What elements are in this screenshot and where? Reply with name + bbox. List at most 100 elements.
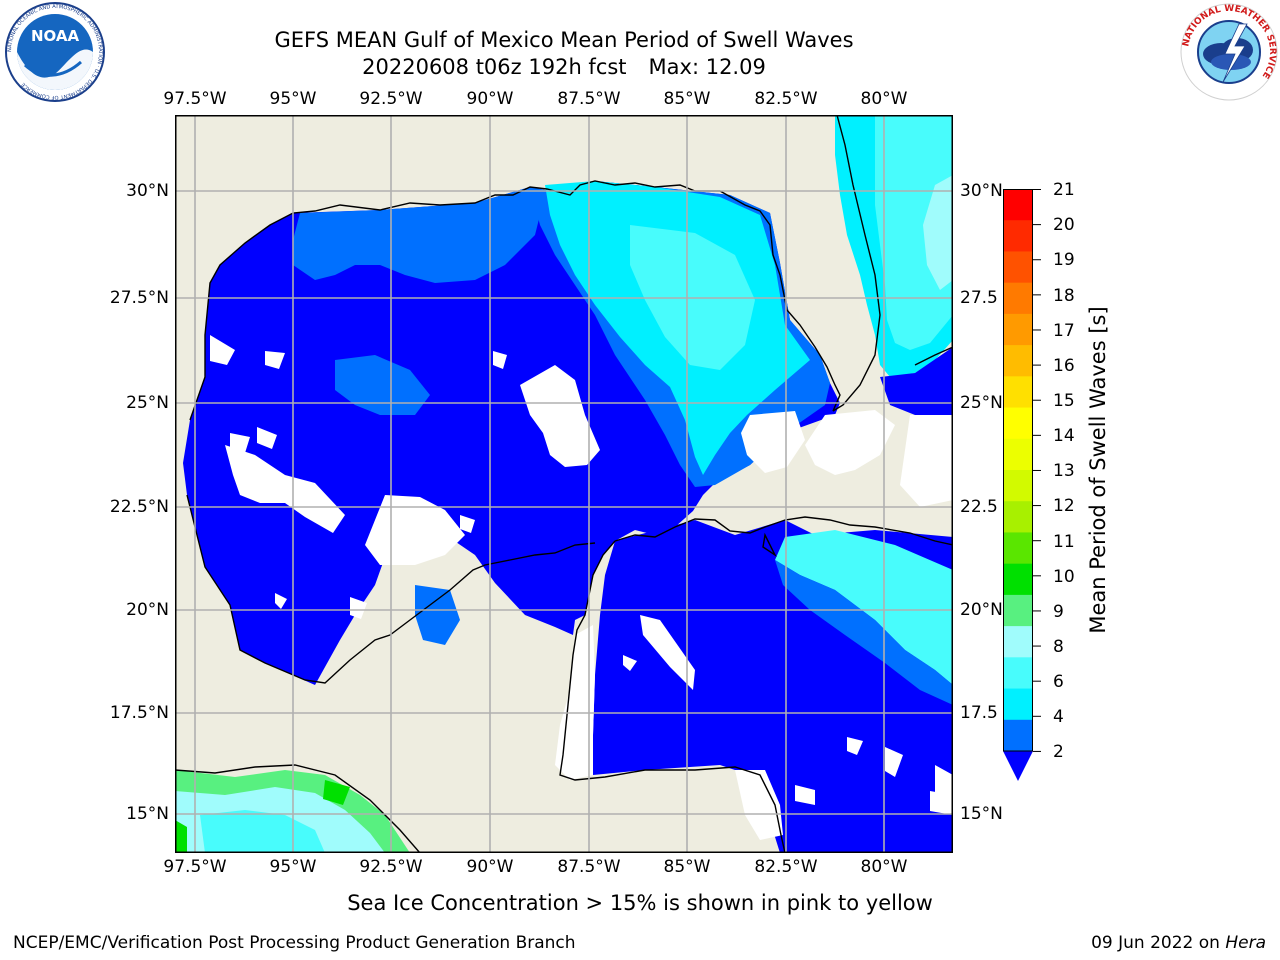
map-border [175,115,953,853]
colorbar-label: 17 [1053,321,1075,341]
lon-tick-top: 97.5°W [163,89,227,109]
bay-of-campeche-4s-patch [415,585,460,645]
colorbar-label: 14 [1053,426,1075,446]
map-title: GEFS MEAN Gulf of Mexico Mean Period of … [274,28,854,52]
colorbar-ticks [1033,189,1041,752]
lat-tick-right: 22.5 [960,497,998,517]
lon-tick-top: 87.5°W [557,89,621,109]
lat-tick-left: 25°N [126,393,169,413]
colorbar-label: 10 [1053,567,1075,587]
colorbar-label: 12 [1053,496,1075,516]
colorbar-label: 18 [1053,286,1075,306]
colorbar-band [1003,282,1033,315]
caribbean-4s-band [775,560,953,705]
colorbar-label: 4 [1053,707,1064,727]
colorbar-label: 8 [1053,637,1064,657]
producer-credit: NCEP/EMC/Verification Post Processing Pr… [13,933,576,953]
graticule [175,115,953,853]
machine-name: Hera [1225,933,1266,953]
colorbar-label: 21 [1053,180,1075,200]
atlantic-4s-edge [880,347,953,415]
lon-tick-bottom: 90°W [466,857,514,877]
atlantic-florida-8s-field [875,115,953,350]
lat-tick-left: 20°N [126,600,169,620]
colorbar-band [1003,407,1033,440]
colorbar-band [1003,220,1033,252]
lon-tick-bottom: 80°W [860,857,908,877]
central-gulf-4s-patch [335,355,430,415]
lon-tick-bottom: 85°W [663,857,711,877]
caribbean-6s-band [775,530,953,685]
nodata-small-islands-west [210,335,285,453]
generation-on-word: on [1198,933,1220,953]
lat-tick-right: 30°N [960,181,1003,201]
generation-stamp: 09 Jun 2022 on Hera [1091,933,1266,953]
colorbar-band [1003,345,1033,377]
colorbar-label: 19 [1053,250,1075,270]
lon-tick-top: 92.5°W [359,89,423,109]
atlantic-9s-patch [923,175,953,290]
sea-ice-note: Sea Ice Concentration > 15% is shown in … [347,891,933,915]
colorbar [1003,189,1053,787]
colorbar-band [1003,251,1033,284]
nodata-caribbean-patches [623,615,953,815]
lat-tick-right: 27.5 [960,288,998,308]
colorbar-bands [1003,189,1033,752]
lon-tick-bottom: 95°W [269,857,317,877]
lat-tick-right: 25°N [960,393,1003,413]
colorbar-label: 13 [1053,461,1075,481]
lat-tick-right: 20°N [960,600,1003,620]
lat-tick-left: 15°N [126,804,169,824]
lon-tick-bottom: 92.5°W [359,857,423,877]
colorbar-band [1003,532,1033,565]
colorbar-band [1003,688,1033,721]
lon-tick-top: 90°W [466,89,514,109]
colorbar-band [1003,594,1033,627]
noaa-wordmark: NOAA [31,27,80,45]
colorbar-band [1003,470,1033,502]
colorbar-label: 11 [1053,532,1075,552]
colorbar-label: 20 [1053,215,1075,235]
lat-tick-left: 27.5°N [109,288,169,308]
coastlines [175,115,953,853]
nodata-central-gulf [520,365,600,467]
colorbar-label: 9 [1053,602,1064,622]
lat-tick-left: 22.5°N [109,497,169,517]
swell-period-map [175,115,953,853]
nodata-honduras-coast [735,770,783,840]
colorbar-band [1003,438,1033,471]
noaa-logo: NATIONAL OCEANIC AND ATMOSPHERIC ADMINIS… [5,2,105,106]
colorbar-band [1003,719,1033,752]
colorbar-label: 6 [1053,672,1064,692]
max-value-label: Max: 12.09 [648,55,766,79]
colorbar-band [1003,189,1033,221]
map-panel [175,115,953,853]
lat-tick-right: 17.5 [960,703,998,723]
colorbar-band [1003,563,1033,596]
nws-logo: NATIONAL WEATHER SERVICE [1179,2,1279,106]
colorbar-label: 2 [1053,742,1064,762]
nodata-florida-straits [741,411,805,473]
colorbar-label: 16 [1053,356,1075,376]
lon-tick-top: 95°W [269,89,317,109]
lat-tick-right: 15°N [960,804,1003,824]
lon-tick-bottom: 82.5°W [754,857,818,877]
generation-date: 09 Jun 2022 [1091,933,1194,953]
lon-tick-bottom: 97.5°W [163,857,227,877]
colorbar-band [1003,313,1033,346]
pacific-10s-patch [175,780,350,853]
lon-tick-top: 85°W [663,89,711,109]
northern-gulf-4s-band [293,187,545,283]
colorbar-label: 15 [1053,391,1075,411]
lon-tick-top: 80°W [860,89,908,109]
run-info: 20220608 t06z 192h fcst [362,55,627,79]
colorbar-extend-triangle [1003,751,1033,781]
colorbar-band [1003,376,1033,409]
lat-tick-left: 17.5°N [109,703,169,723]
lon-tick-top: 82.5°W [754,89,818,109]
lon-tick-bottom: 87.5°W [557,857,621,877]
colorbar-band [1003,501,1033,533]
colorbar-title: Mean Period of Swell Waves [s] [1086,306,1110,634]
subtitle-line: 20220608 t06z 192h fcst Max: 12.09 [274,54,853,81]
lat-tick-left: 30°N [126,181,169,201]
